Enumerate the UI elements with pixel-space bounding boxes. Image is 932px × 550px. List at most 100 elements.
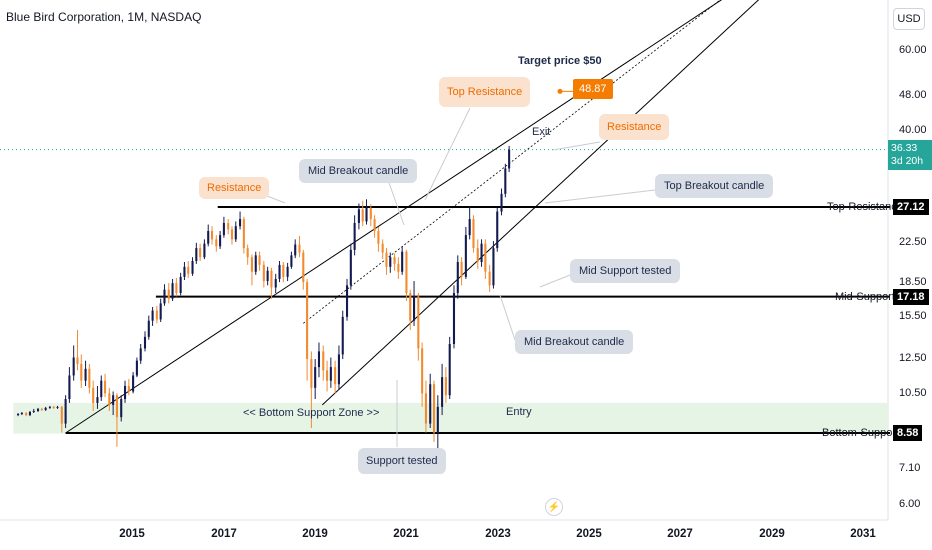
candle-body [139,348,142,361]
candle-body [365,207,368,222]
y-tick-label: 6.00 [899,498,921,510]
flash-icon[interactable]: ⚡ [545,498,563,516]
candle-body [80,363,83,381]
candle-body [115,395,118,418]
candle-body [369,207,372,220]
candle-body [191,261,194,274]
candle-body [500,193,503,212]
annotation-pointer [544,189,656,204]
candle-body [373,219,376,232]
bottom-support-zone-label: << Bottom Support Zone >> [243,407,380,419]
candle-body [246,248,249,258]
x-tick-label: 2019 [302,528,328,540]
candle-body [163,289,166,304]
candle-body [104,380,107,394]
candle-body [496,211,499,249]
x-tick-label: 2017 [211,528,237,540]
candle-body [282,264,285,277]
candle-body [476,248,479,262]
candle-body [401,251,404,272]
mid-breakout-bottom-bubble: Mid Breakout candle [515,330,634,354]
candle-body [195,248,198,262]
annotation-pointer [387,179,405,226]
candle-body [397,263,400,272]
mid-support-price-tag: 17.18 [893,289,929,305]
top-resistance-bubble: Top Resistance [439,77,531,107]
candle-body [286,266,289,277]
candle-body [492,248,495,286]
candle-body [393,257,396,264]
candle-body [219,235,222,247]
candle-body [123,386,127,400]
candle-body [171,283,174,299]
top-breakout-bubble: Top Breakout candle [655,174,774,198]
candle-body [17,414,20,416]
candle-body [444,377,447,396]
candle-body [20,412,23,415]
candle-body [322,351,325,371]
bottom-support-label: Bottom-Support [822,427,900,439]
trend-line-3 [303,0,721,324]
candle-body [262,264,265,282]
candle-body [314,367,317,388]
target-caption: Target price $50 [518,55,602,67]
candle-body [504,168,507,194]
y-tick-label: 12.50 [899,352,927,364]
x-tick-label: 2025 [576,528,602,540]
candle-body [230,229,234,240]
candle-body [329,367,332,381]
candle-body [432,384,436,433]
candle-body [413,296,416,321]
candle-body [159,303,162,320]
candle-body [147,320,150,337]
top-resistance-price-tag: 27.12 [893,199,929,215]
y-tick-label: 48.00 [899,89,927,101]
candle-body [242,219,245,249]
candle-body [345,285,349,317]
candle-body [436,406,439,433]
candle-body [222,222,225,236]
candle-body [120,399,123,418]
candle-body [270,270,273,288]
candle-body [294,244,297,256]
candle-body [326,370,329,381]
candle-body [167,289,170,299]
currency-selector[interactable]: USD [893,8,925,30]
candle-body [421,348,424,394]
candle-body [151,310,154,321]
candle-body [429,384,432,424]
candle-body [389,257,392,267]
candle-body [227,222,230,230]
y-tick-label: 18.50 [899,276,927,288]
resistance-right-bubble: Resistance [599,114,670,140]
candle-body [298,244,301,253]
candle-body [32,410,35,412]
exit-label: Exit [532,126,551,138]
candle-body [207,231,210,244]
x-tick-label: 2015 [119,528,145,540]
candle-body [76,357,79,364]
candle-body [100,380,103,398]
candle-body [488,271,491,286]
candle-body [472,219,475,249]
y-tick-label: 15.50 [899,310,927,322]
candle-body [452,293,456,344]
candle-body [40,408,43,410]
mid-support-tested-bubble: Mid Support tested [570,259,681,283]
candle-body [187,266,190,274]
candle-body [250,257,253,272]
candle-body [357,209,360,223]
candle-body [310,359,313,388]
x-tick-label: 2027 [667,528,693,540]
y-tick-label: 60.00 [899,44,927,56]
candle-body [405,251,408,294]
resistance-left-bubble: Resistance [199,177,270,199]
candle-body [349,249,352,286]
candle-body [132,375,135,392]
candle-body [254,255,257,272]
y-tick-label: 10.50 [899,387,927,399]
candle-body [361,209,364,222]
candle-body [341,316,344,355]
candle-body [56,406,59,408]
